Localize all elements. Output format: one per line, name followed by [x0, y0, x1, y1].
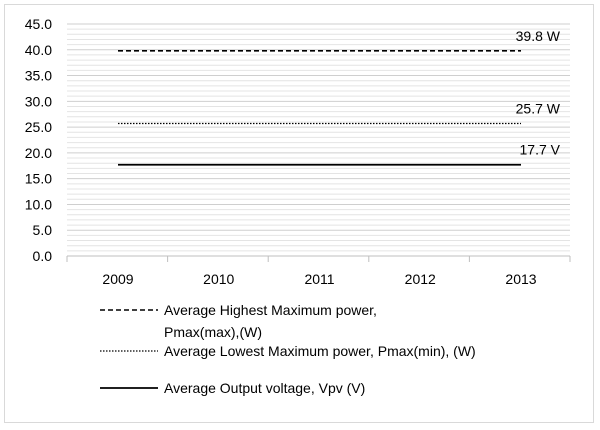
x-tick-label: 2010 — [203, 271, 234, 287]
legend-label: Average Lowest Maximum power, Pmax(min),… — [164, 343, 476, 359]
chart-frame — [4, 4, 594, 423]
y-tick-label: 15.0 — [25, 171, 52, 187]
y-tick-label: 0.0 — [33, 248, 53, 264]
data-label: 17.7 V — [520, 142, 561, 158]
axes — [66, 255, 571, 262]
legend-label: Pmax(max),(W) — [164, 324, 262, 340]
legend: Average Highest Maximum power, Pmax(max),… — [100, 302, 476, 396]
y-tick-label: 20.0 — [25, 145, 52, 161]
x-axis-tick-labels: 2009 2010 2011 2012 2013 — [102, 271, 536, 287]
gridlines — [67, 23, 570, 252]
x-tick-label: 2009 — [102, 271, 133, 287]
y-tick-label: 35.0 — [25, 68, 52, 84]
y-tick-label: 40.0 — [25, 42, 52, 58]
x-tick-label: 2013 — [505, 271, 536, 287]
y-tick-label: 30.0 — [25, 93, 52, 109]
series-lines — [118, 50, 521, 166]
y-tick-label: 45.0 — [25, 16, 52, 32]
data-label: 39.8 W — [516, 28, 561, 44]
data-label: 25.7 W — [516, 101, 561, 117]
y-axis-tick-labels: 0.0 5.0 10.0 15.0 20.0 25.0 30.0 35.0 40.0 45.0 — [25, 16, 52, 264]
x-tick-label: 2012 — [405, 271, 436, 287]
data-labels: 39.8 W 25.7 W 17.7 V — [516, 28, 561, 158]
y-tick-label: 25.0 — [25, 119, 52, 135]
y-tick-label: 10.0 — [25, 196, 52, 212]
legend-label: Average Highest Maximum power, — [164, 302, 377, 318]
y-tick-label: 5.0 — [33, 222, 53, 238]
legend-label: Average Output voltage, Vpv (V) — [164, 380, 365, 396]
x-tick-label: 2011 — [304, 271, 334, 287]
